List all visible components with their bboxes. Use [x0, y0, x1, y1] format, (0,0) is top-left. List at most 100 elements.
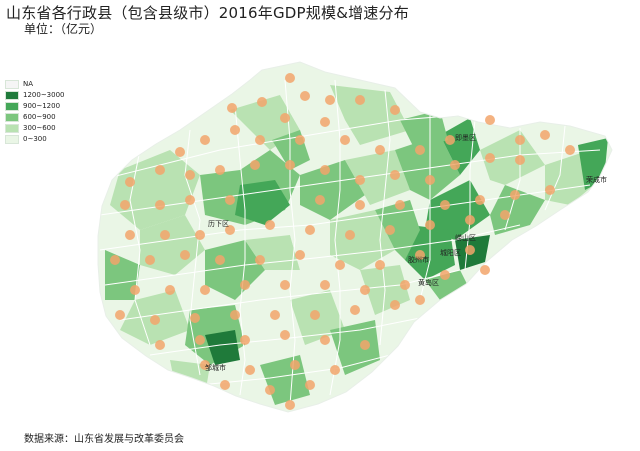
legend-label: 600~900 [23, 113, 56, 121]
growth-dot [175, 147, 185, 157]
growth-dot [295, 135, 305, 145]
growth-dot [395, 200, 405, 210]
growth-dot [390, 105, 400, 115]
growth-dot [200, 360, 210, 370]
growth-dot [285, 160, 295, 170]
growth-dot [345, 230, 355, 240]
legend-swatch-1 [5, 91, 19, 100]
growth-dot [415, 250, 425, 260]
growth-dot [320, 165, 330, 175]
growth-dot [385, 225, 395, 235]
growth-dot [280, 280, 290, 290]
growth-dot [355, 175, 365, 185]
label-jimo: 即墨区 [455, 134, 476, 142]
growth-dot [200, 285, 210, 295]
growth-dot [480, 265, 490, 275]
county-borders [99, 79, 601, 406]
growth-dot [200, 135, 210, 145]
growth-dot [540, 130, 550, 140]
growth-dot [270, 310, 280, 320]
growth-dot [285, 73, 295, 83]
growth-dot [515, 135, 525, 145]
growth-dot [265, 385, 275, 395]
legend-label: NA [23, 80, 34, 88]
label-huangdao: 黄岛区 [418, 278, 439, 287]
growth-dot [320, 117, 330, 127]
growth-dot [125, 230, 135, 240]
unit-label: 单位：（亿元） [24, 22, 103, 36]
growth-dot [315, 195, 325, 205]
growth-dot [510, 190, 520, 200]
province-outline [97, 61, 613, 413]
growth-rate-dots [110, 73, 575, 410]
growth-dot [120, 200, 130, 210]
growth-dot [155, 200, 165, 210]
growth-dot [500, 210, 510, 220]
growth-dot [350, 305, 360, 315]
growth-dot [165, 285, 175, 295]
growth-dot [330, 365, 340, 375]
growth-dot [340, 135, 350, 145]
growth-dot [240, 280, 250, 290]
page-title: 山东省各行政县（包含县级市）2016年GDP规模&增速分布 [6, 4, 409, 22]
growth-dot [155, 340, 165, 350]
growth-dot [515, 155, 525, 165]
growth-dot [145, 255, 155, 265]
growth-dot [230, 125, 240, 135]
growth-dot [335, 260, 345, 270]
growth-dot [320, 280, 330, 290]
growth-dot [180, 250, 190, 260]
label-jiaozhou: 胶州市 [408, 255, 429, 264]
growth-dot [465, 215, 475, 225]
legend-row: NA [5, 79, 65, 90]
growth-dot [280, 113, 290, 123]
growth-dot [310, 310, 320, 320]
growth-dot [250, 160, 260, 170]
legend-swatch-3 [5, 113, 19, 122]
growth-dot [257, 97, 267, 107]
growth-dot [155, 165, 165, 175]
legend-swatch-4 [5, 124, 19, 133]
growth-dot [215, 255, 225, 265]
growth-dot [280, 330, 290, 340]
map-labels: 历下区 邹城市 荣成市 崂山区 城阳区 即墨区 胶州市 黄岛区 [205, 134, 607, 372]
growth-dot [227, 103, 237, 113]
growth-dot [230, 310, 240, 320]
growth-dot [545, 185, 555, 195]
growth-dot [425, 175, 435, 185]
growth-dot [440, 270, 450, 280]
growth-dot [375, 260, 385, 270]
growth-dot [445, 135, 455, 145]
growth-dot [295, 250, 305, 260]
growth-dot [325, 95, 335, 105]
growth-dot [255, 135, 265, 145]
growth-dot [390, 300, 400, 310]
growth-dot [195, 335, 205, 345]
growth-dot [485, 115, 495, 125]
growth-dot [415, 145, 425, 155]
growth-dot [305, 225, 315, 235]
growth-dot [150, 315, 160, 325]
label-laoshan: 崂山区 [455, 233, 476, 242]
label-lixia: 历下区 [208, 220, 229, 228]
growth-dot [285, 400, 295, 410]
map-legend: NA 1200~3000 900~1200 600~900 300~600 0~… [5, 79, 65, 145]
legend-swatch-2 [5, 102, 19, 111]
growth-dot [475, 195, 485, 205]
growth-dot [220, 380, 230, 390]
label-chengyang: 城阳区 [440, 248, 461, 257]
legend-label: 900~1200 [23, 102, 61, 110]
growth-dot [400, 280, 410, 290]
legend-label: 0~300 [23, 135, 47, 143]
growth-dot [305, 380, 315, 390]
growth-dot [440, 200, 450, 210]
label-rongcheng: 荣成市 [586, 175, 607, 184]
growth-dot [360, 285, 370, 295]
growth-dot [115, 310, 125, 320]
growth-dot [290, 360, 300, 370]
legend-label: 300~600 [23, 124, 56, 132]
growth-dot [450, 160, 460, 170]
growth-dot [355, 200, 365, 210]
growth-dot [390, 170, 400, 180]
